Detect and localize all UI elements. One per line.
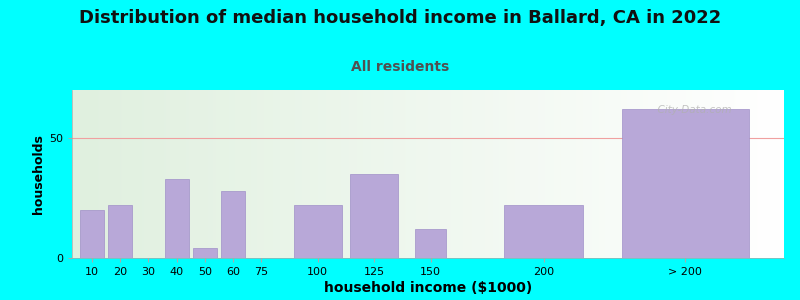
Bar xyxy=(415,229,446,258)
Text: Distribution of median household income in Ballard, CA in 2022: Distribution of median household income … xyxy=(79,9,721,27)
Bar xyxy=(108,205,132,258)
Bar xyxy=(622,109,749,258)
Bar xyxy=(294,205,342,258)
Bar xyxy=(350,174,398,258)
X-axis label: household income ($1000): household income ($1000) xyxy=(324,281,532,295)
Bar xyxy=(193,248,217,258)
Bar xyxy=(165,179,189,258)
Text: All residents: All residents xyxy=(351,60,449,74)
Y-axis label: households: households xyxy=(32,134,45,214)
Bar xyxy=(504,205,583,258)
Text: City-Data.com: City-Data.com xyxy=(651,105,732,115)
Bar xyxy=(221,191,245,258)
Bar xyxy=(80,210,104,258)
